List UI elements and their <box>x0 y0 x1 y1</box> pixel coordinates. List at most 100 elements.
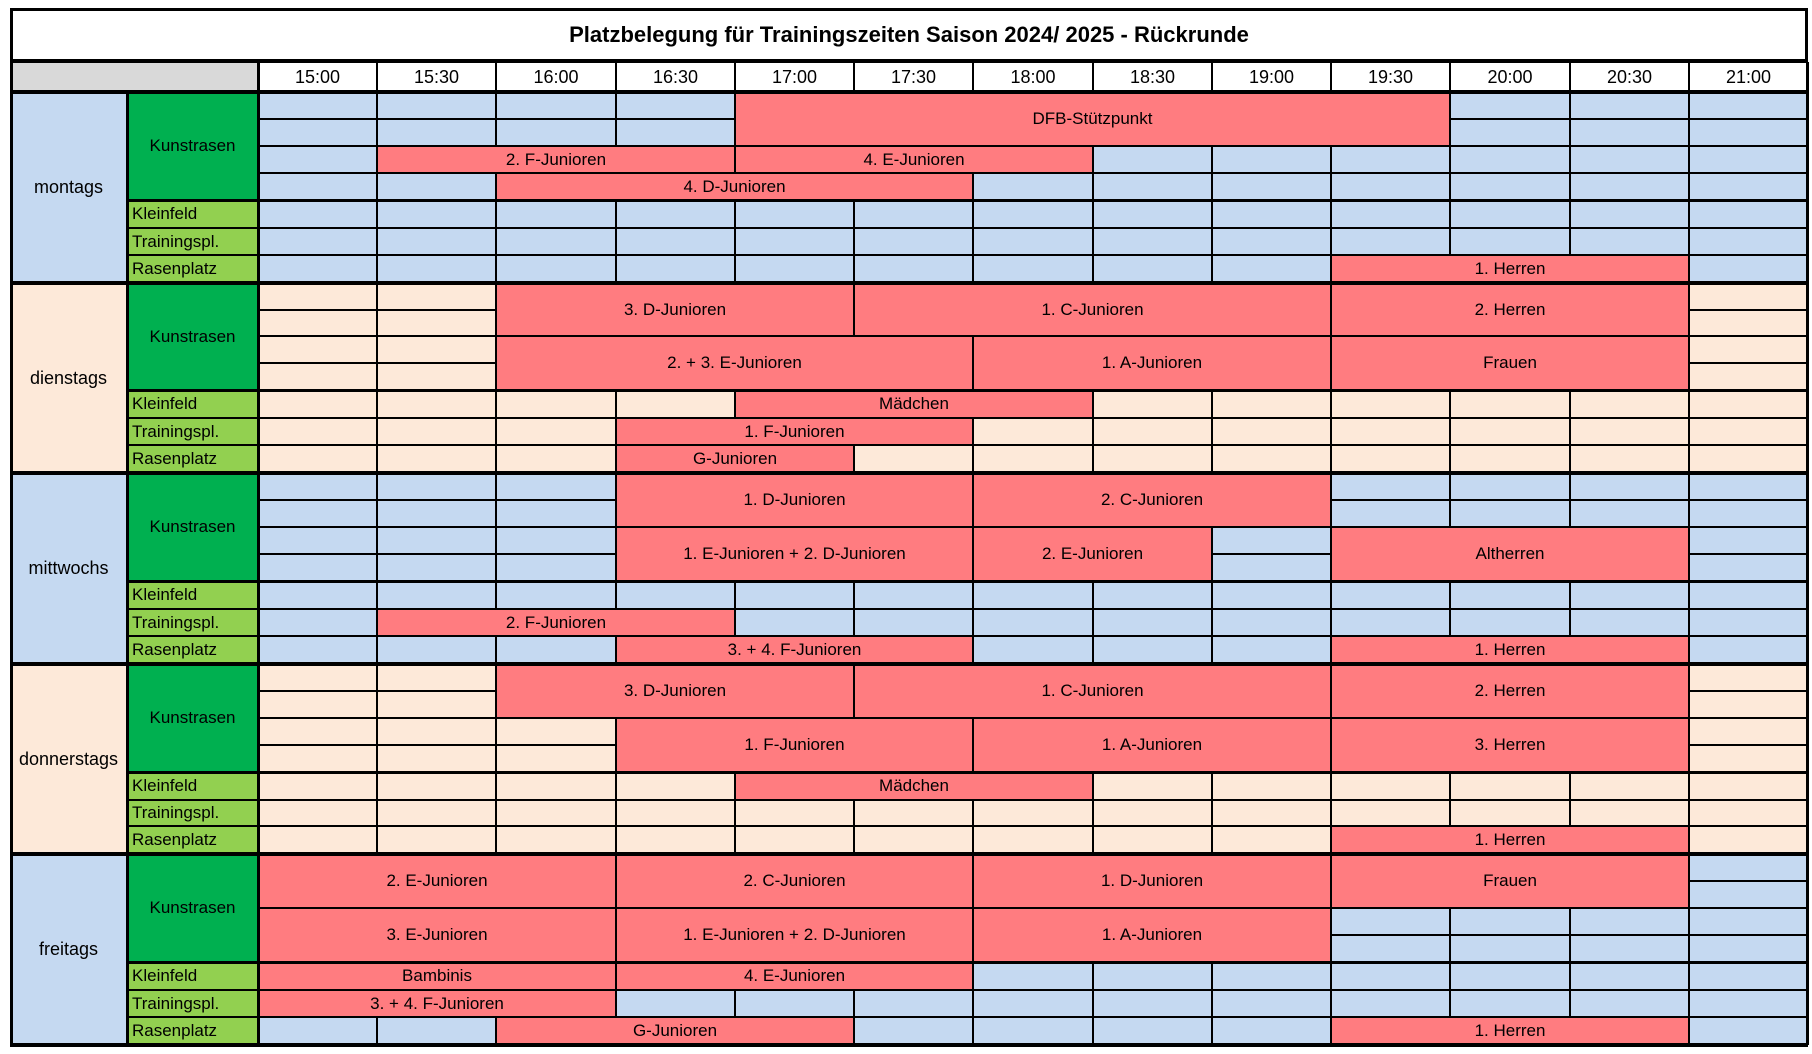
free-slot[interactable] <box>1093 445 1212 473</box>
free-slot[interactable] <box>1331 500 1450 527</box>
free-slot[interactable] <box>1093 800 1212 826</box>
free-slot[interactable] <box>258 228 377 255</box>
free-slot[interactable] <box>973 990 1093 1017</box>
free-slot[interactable] <box>258 527 377 554</box>
free-slot[interactable] <box>616 92 735 119</box>
free-slot[interactable] <box>496 554 616 581</box>
free-slot[interactable] <box>1093 772 1212 800</box>
free-slot[interactable] <box>973 418 1093 445</box>
free-slot[interactable] <box>1570 935 1689 962</box>
free-slot[interactable] <box>1450 772 1570 800</box>
free-slot[interactable] <box>1212 554 1331 581</box>
free-slot[interactable] <box>616 200 735 228</box>
booking-block[interactable]: 1. C-Junioren <box>854 664 1331 718</box>
free-slot[interactable] <box>1689 336 1808 363</box>
booking-block[interactable]: 1. F-Junioren <box>616 718 973 772</box>
free-slot[interactable] <box>258 363 377 390</box>
free-slot[interactable] <box>1689 554 1808 581</box>
free-slot[interactable] <box>496 255 616 283</box>
free-slot[interactable] <box>1689 173 1808 200</box>
free-slot[interactable] <box>1570 990 1689 1017</box>
free-slot[interactable] <box>1570 962 1689 990</box>
free-slot[interactable] <box>258 473 377 500</box>
free-slot[interactable] <box>1450 418 1570 445</box>
booking-block[interactable]: 1. Herren <box>1331 636 1689 664</box>
free-slot[interactable] <box>377 473 496 500</box>
booking-block[interactable]: 2. Herren <box>1331 664 1689 718</box>
free-slot[interactable] <box>1093 826 1212 854</box>
free-slot[interactable] <box>258 500 377 527</box>
free-slot[interactable] <box>1689 363 1808 390</box>
free-slot[interactable] <box>735 609 854 636</box>
free-slot[interactable] <box>1212 255 1331 283</box>
free-slot[interactable] <box>854 826 973 854</box>
free-slot[interactable] <box>1212 146 1331 173</box>
free-slot[interactable] <box>377 745 496 772</box>
free-slot[interactable] <box>1689 990 1808 1017</box>
free-slot[interactable] <box>616 990 735 1017</box>
free-slot[interactable] <box>377 664 496 691</box>
free-slot[interactable] <box>616 119 735 146</box>
free-slot[interactable] <box>1093 390 1212 418</box>
free-slot[interactable] <box>377 691 496 718</box>
free-slot[interactable] <box>1093 200 1212 228</box>
free-slot[interactable] <box>1093 418 1212 445</box>
free-slot[interactable] <box>1331 146 1450 173</box>
free-slot[interactable] <box>854 200 973 228</box>
free-slot[interactable] <box>258 772 377 800</box>
free-slot[interactable] <box>1212 609 1331 636</box>
booking-block[interactable]: 3. D-Junioren <box>496 664 854 718</box>
free-slot[interactable] <box>1093 173 1212 200</box>
booking-block[interactable]: 1. Herren <box>1331 826 1689 854</box>
booking-block[interactable]: 1. A-Junioren <box>973 718 1331 772</box>
free-slot[interactable] <box>1212 228 1331 255</box>
booking-block[interactable]: 3. D-Junioren <box>496 283 854 336</box>
free-slot[interactable] <box>1689 908 1808 935</box>
free-slot[interactable] <box>1331 390 1450 418</box>
booking-block[interactable]: Frauen <box>1331 854 1689 908</box>
free-slot[interactable] <box>1689 255 1808 283</box>
free-slot[interactable] <box>1331 473 1450 500</box>
free-slot[interactable] <box>1450 800 1570 826</box>
free-slot[interactable] <box>377 228 496 255</box>
free-slot[interactable] <box>1689 581 1808 609</box>
free-slot[interactable] <box>616 255 735 283</box>
booking-block[interactable]: Altherren <box>1331 527 1689 581</box>
free-slot[interactable] <box>854 1017 973 1045</box>
free-slot[interactable] <box>1570 473 1689 500</box>
free-slot[interactable] <box>735 581 854 609</box>
free-slot[interactable] <box>1331 418 1450 445</box>
free-slot[interactable] <box>258 173 377 200</box>
free-slot[interactable] <box>258 745 377 772</box>
free-slot[interactable] <box>496 581 616 609</box>
free-slot[interactable] <box>1689 418 1808 445</box>
free-slot[interactable] <box>496 527 616 554</box>
free-slot[interactable] <box>1689 310 1808 336</box>
free-slot[interactable] <box>1689 119 1808 146</box>
booking-block[interactable]: 4. D-Junioren <box>496 173 973 200</box>
free-slot[interactable] <box>258 664 377 691</box>
free-slot[interactable] <box>1450 581 1570 609</box>
free-slot[interactable] <box>1689 500 1808 527</box>
free-slot[interactable] <box>1689 664 1808 691</box>
free-slot[interactable] <box>1689 962 1808 990</box>
free-slot[interactable] <box>377 363 496 390</box>
free-slot[interactable] <box>1093 990 1212 1017</box>
free-slot[interactable] <box>258 609 377 636</box>
free-slot[interactable] <box>1570 173 1689 200</box>
booking-block[interactable]: 2. + 3. E-Junioren <box>496 336 973 390</box>
free-slot[interactable] <box>496 826 616 854</box>
free-slot[interactable] <box>1331 800 1450 826</box>
free-slot[interactable] <box>616 228 735 255</box>
free-slot[interactable] <box>1689 200 1808 228</box>
free-slot[interactable] <box>258 283 377 310</box>
free-slot[interactable] <box>1212 173 1331 200</box>
free-slot[interactable] <box>1212 990 1331 1017</box>
free-slot[interactable] <box>1093 1017 1212 1045</box>
free-slot[interactable] <box>973 609 1093 636</box>
free-slot[interactable] <box>973 581 1093 609</box>
free-slot[interactable] <box>854 445 973 473</box>
free-slot[interactable] <box>1570 609 1689 636</box>
free-slot[interactable] <box>1689 283 1808 310</box>
free-slot[interactable] <box>616 390 735 418</box>
